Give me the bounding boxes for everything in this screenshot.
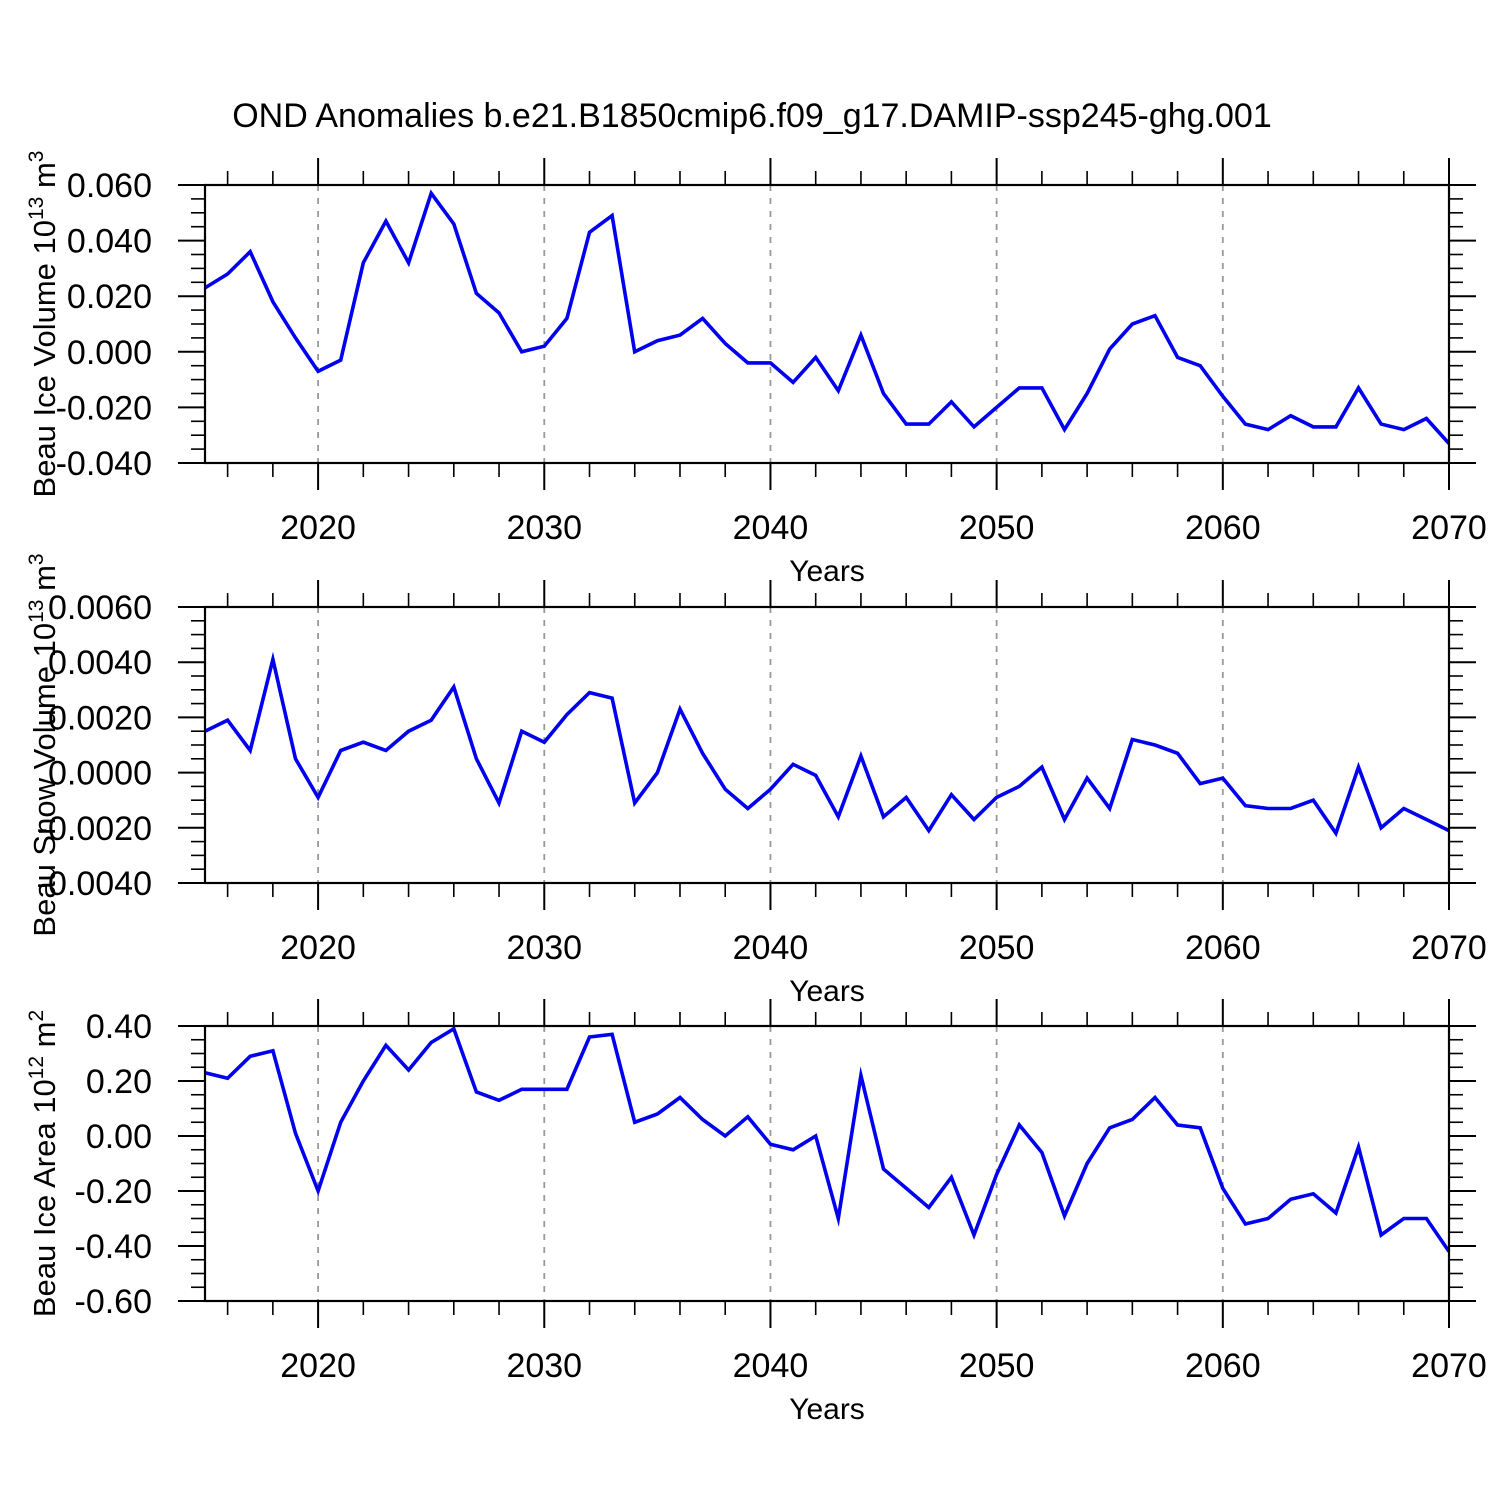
y-tick-label: 0.000 <box>67 334 152 372</box>
panel-beau-snow-volume: 0.0060 0.0040 0.0020 0.0000 -0.0020 -0.0040 20… <box>25 553 1487 1008</box>
x-tick-label: 2020 <box>280 929 356 967</box>
x-tick-label: 2070 <box>1411 1347 1487 1385</box>
y-tick-label: -0.20 <box>75 1173 153 1211</box>
x-tick-label: 2060 <box>1185 509 1261 547</box>
y-tick-label: -0.0040 <box>37 865 152 903</box>
data-line-beau-ice-volume <box>204 189 1451 445</box>
axis-ticks <box>178 158 1476 490</box>
y-axis-title: Beau Ice Volume 1013 m3 <box>25 151 62 498</box>
x-axis-title: Years <box>789 555 865 588</box>
chart-title: OND Anomalies b.e21.B1850cmip6.f09_g17.D… <box>232 97 1272 135</box>
x-tick-label: 2030 <box>506 1347 582 1385</box>
y-tick-label: -0.040 <box>56 445 152 483</box>
data-line-beau-ice-area <box>204 1026 1451 1253</box>
y-tick-label: 0.20 <box>86 1063 152 1101</box>
y-tick-label: -0.60 <box>75 1283 153 1321</box>
x-tick-label: 2040 <box>733 1347 809 1385</box>
x-tick-label: 2040 <box>733 929 809 967</box>
axis-ticks <box>178 580 1476 910</box>
y-tick-label: 0.0060 <box>48 589 152 627</box>
x-axis-title: Years <box>789 1393 865 1426</box>
axis-frame <box>203 183 1451 465</box>
y-tick-label: -0.020 <box>56 389 152 427</box>
axis-frame <box>203 1024 1451 1303</box>
y-tick-label: -0.0020 <box>37 810 152 848</box>
x-tick-label: 2070 <box>1411 509 1487 547</box>
x-tick-label: 2060 <box>1185 929 1261 967</box>
x-axis-title: Years <box>789 975 865 1008</box>
panel-beau-ice-area: 0.40 0.20 0.00 -0.20 -0.40 -0.60 2020 2030 2040 2… <box>25 999 1487 1426</box>
x-tick-label: 2050 <box>959 929 1035 967</box>
y-axis-title: Beau Snow Volume 1013 m3 <box>25 553 62 936</box>
y-tick-label: 0.00 <box>86 1118 152 1156</box>
x-tick-label: 2070 <box>1411 929 1487 967</box>
y-tick-label: 0.40 <box>86 1008 152 1046</box>
y-tick-label: -0.40 <box>75 1228 153 1266</box>
y-axis-title: Beau Ice Area 1012 m2 <box>25 1010 62 1317</box>
x-tick-label: 2030 <box>506 509 582 547</box>
x-tick-label: 2040 <box>733 509 809 547</box>
y-tick-label: 0.040 <box>67 223 152 261</box>
x-tick-label: 2020 <box>280 509 356 547</box>
y-tick-label: 0.060 <box>67 167 152 205</box>
x-tick-label: 2050 <box>959 509 1035 547</box>
panel-beau-ice-volume: 0.060 0.040 0.020 0.000 -0.020 -0.040 2020 2030… <box>25 151 1487 588</box>
y-tick-label: 0.0020 <box>48 699 152 737</box>
x-tick-label: 2060 <box>1185 1347 1261 1385</box>
axis-ticks <box>178 999 1476 1328</box>
x-tick-label: 2050 <box>959 1347 1035 1385</box>
x-tick-label: 2030 <box>506 929 582 967</box>
data-line-beau-snow-volume <box>204 651 1450 838</box>
x-tick-label: 2020 <box>280 1347 356 1385</box>
y-tick-label: 0.0000 <box>48 755 152 793</box>
y-tick-label: 0.020 <box>67 278 152 316</box>
y-tick-label: 0.0040 <box>48 644 152 682</box>
